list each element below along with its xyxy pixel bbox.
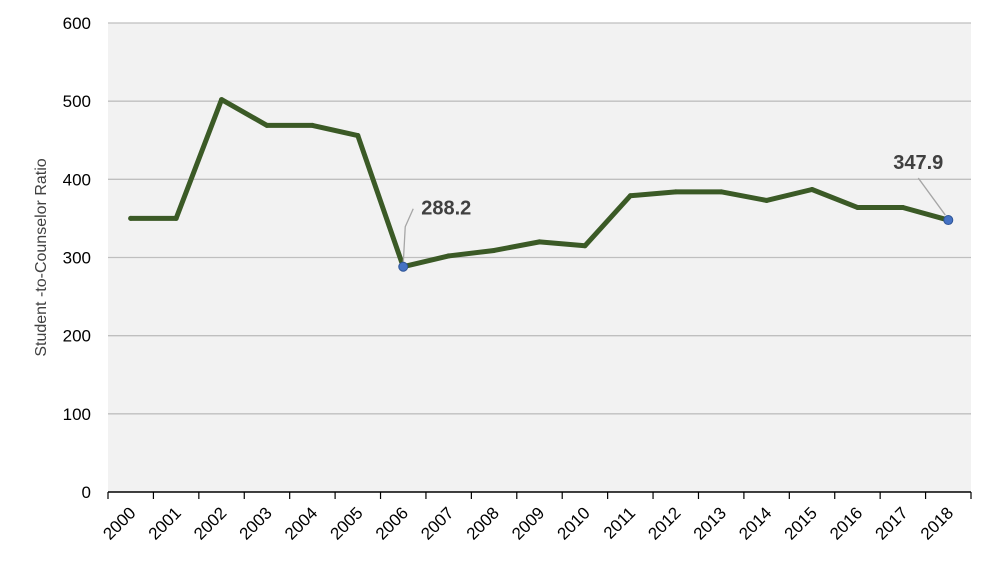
data-point (309, 122, 315, 128)
x-tick-label: 2010 (554, 503, 594, 543)
annotations-group: 288.2 347.9 (398, 152, 954, 272)
x-tick-label: 2011 (600, 503, 639, 542)
x-axis-tick-labels: 2000 2001 2002 2003 2004 2005 2006 2007 2008 2009… (99, 503, 957, 543)
x-tick-label: 2006 (372, 503, 412, 543)
data-point (854, 204, 860, 210)
y-tick-label: 600 (63, 14, 91, 33)
y-axis-tick-labels: 0 100 200 300 400 500 600 (63, 14, 91, 502)
data-point (673, 189, 679, 195)
series-group (128, 97, 951, 270)
y-tick-label: 400 (63, 170, 91, 189)
gridlines (108, 22, 971, 415)
data-point (900, 204, 906, 210)
highlighted-data-point (398, 261, 409, 272)
x-tick-label: 2005 (326, 503, 366, 543)
y-axis-title: Student -to-Counselor Ratio (33, 158, 50, 356)
annotation-leader-line (402, 208, 414, 264)
data-point (355, 133, 361, 139)
x-tick-label: 2016 (826, 503, 866, 543)
data-point (264, 122, 270, 128)
x-tick-label: 2012 (644, 503, 684, 543)
data-point (491, 247, 497, 253)
x-tick-label: 2013 (690, 503, 730, 543)
x-tick-label: 2003 (236, 503, 276, 543)
data-point (173, 215, 179, 221)
x-tick-label: 2001 (145, 503, 185, 543)
data-point (627, 193, 633, 199)
x-tick-label: 2000 (99, 503, 139, 543)
annotation-leader-line (917, 177, 946, 216)
y-tick-label: 200 (63, 327, 91, 346)
data-point (537, 239, 542, 245)
x-tick-label: 2007 (417, 503, 457, 543)
x-tick-label: 2004 (281, 503, 321, 543)
data-label: 288.2 (421, 198, 471, 220)
x-tick-label: 2017 (872, 503, 912, 543)
data-point (219, 97, 225, 103)
x-tick-label: 2009 (508, 503, 548, 543)
x-tick-label: 2008 (463, 503, 503, 543)
y-tick-label: 300 (63, 249, 91, 268)
x-axis-ticks (107, 492, 972, 499)
data-point (764, 197, 770, 203)
highlighted-data-point (943, 215, 954, 226)
x-tick-label: 2015 (781, 503, 821, 543)
y-tick-label: 100 (63, 405, 91, 424)
y-tick-label: 500 (63, 92, 91, 111)
y-tick-label: 0 (82, 483, 91, 502)
data-point (446, 253, 452, 259)
x-tick-label: 2014 (735, 503, 775, 543)
data-point (809, 186, 815, 192)
data-point (718, 189, 724, 195)
data-point (582, 243, 588, 249)
x-tick-label: 2018 (917, 503, 957, 543)
data-point (128, 215, 134, 221)
data-label: 347.9 (893, 152, 943, 174)
x-tick-label: 2002 (190, 503, 230, 543)
